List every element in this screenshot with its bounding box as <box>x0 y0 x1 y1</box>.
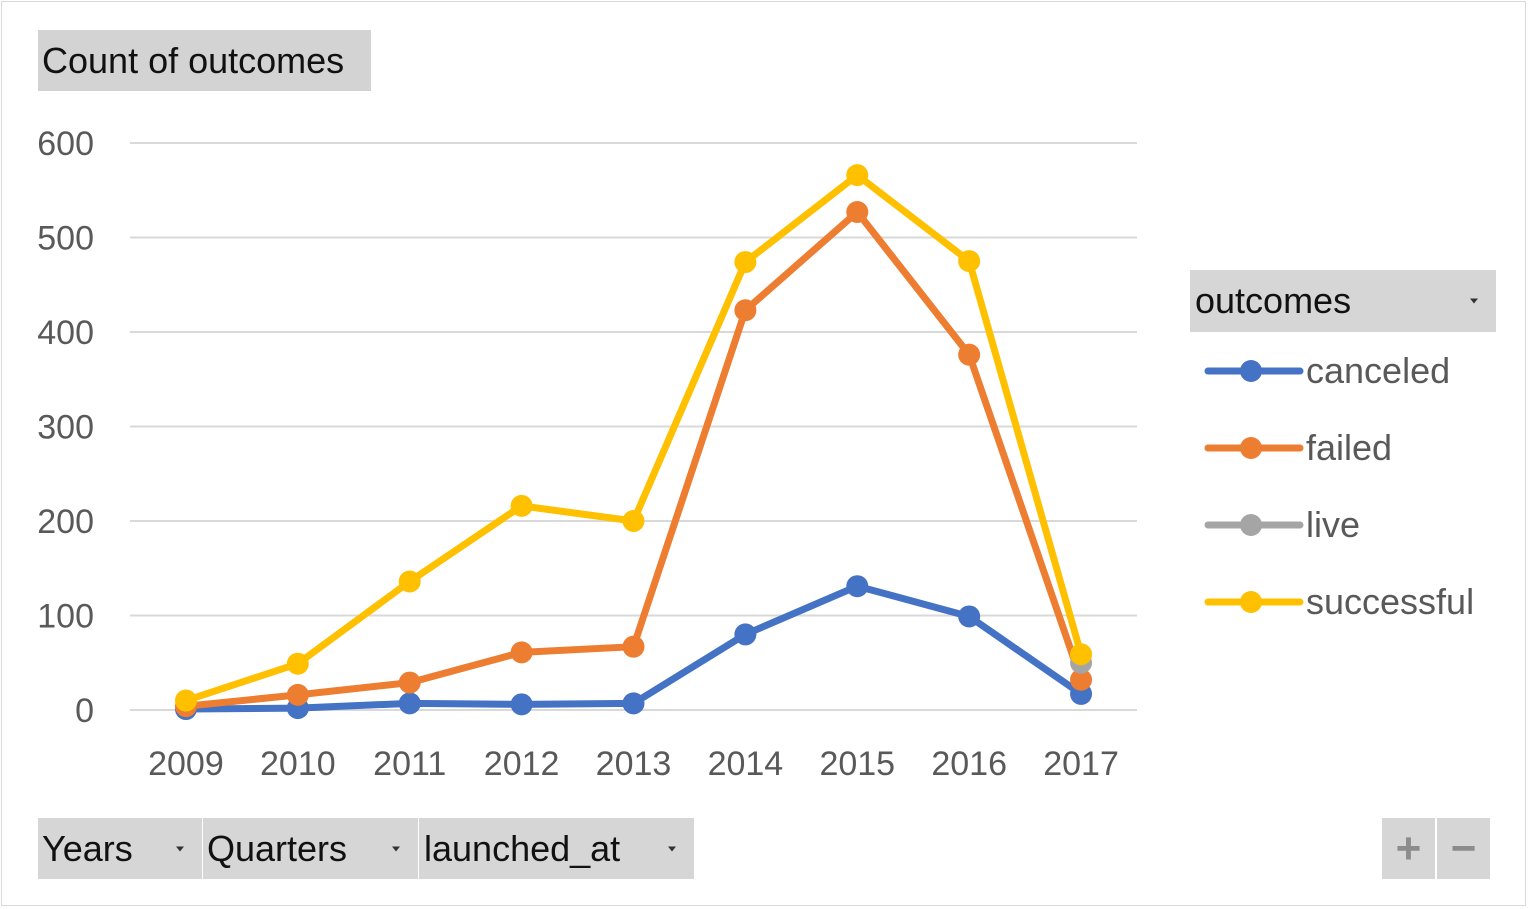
plus-icon: + <box>1395 823 1422 873</box>
data-point-canceled <box>846 575 869 598</box>
legend-marker-failed <box>1204 437 1304 459</box>
data-point-canceled <box>510 693 533 716</box>
y-tick-label: 100 <box>37 598 94 636</box>
legend-dot <box>1240 360 1262 382</box>
minus-icon: − <box>1450 823 1477 873</box>
data-point-failed <box>1070 668 1093 691</box>
x-tick-label: 2016 <box>931 745 1007 783</box>
data-point-failed <box>286 683 309 706</box>
y-tick-label: 0 <box>75 692 94 730</box>
dropdown-arrow-icon <box>1470 298 1478 304</box>
series-line-successful <box>182 171 1085 705</box>
x-axis-ticks: 2009 2010 2011 2012 2013 2014 2015 2016 2017 <box>148 745 1119 783</box>
legend-item-failed[interactable]: failed <box>1204 427 1393 468</box>
field-button-years[interactable]: Years <box>38 818 202 879</box>
field-label-quarters: Quarters <box>207 827 348 869</box>
data-point-failed <box>398 671 421 694</box>
legend-label: successful <box>1306 581 1475 622</box>
data-point-successful <box>1070 643 1093 666</box>
series-lines <box>182 171 1085 713</box>
y-axis-ticks: 0 100 200 300 400 500 600 <box>37 125 94 730</box>
legend-header-label: outcomes <box>1195 280 1352 321</box>
legend-marker-live <box>1204 514 1304 536</box>
x-tick-label: 2010 <box>260 745 336 783</box>
legend-marker-successful <box>1204 591 1304 613</box>
data-point-successful <box>286 652 309 675</box>
expand-field-button[interactable]: + <box>1382 818 1435 879</box>
x-tick-label: 2015 <box>819 745 895 783</box>
data-point-canceled <box>622 692 645 715</box>
data-point-successful <box>510 494 533 517</box>
legend-label: failed <box>1306 427 1393 468</box>
legend-dot <box>1240 591 1262 613</box>
data-point-successful <box>622 510 645 532</box>
data-point-successful <box>958 250 981 273</box>
legend-item-successful[interactable]: successful <box>1204 581 1475 622</box>
y-tick-label: 200 <box>37 503 94 541</box>
data-point-failed <box>510 641 533 664</box>
legend-dot <box>1240 514 1262 536</box>
legend-item-live[interactable]: live <box>1204 504 1361 545</box>
series-line-failed <box>182 208 1085 710</box>
x-tick-label: 2012 <box>484 745 560 783</box>
value-field-button[interactable]: Count of outcomes <box>38 30 371 91</box>
data-point-failed <box>846 200 869 223</box>
data-point-successful <box>846 164 869 187</box>
legend-label: live <box>1306 504 1361 545</box>
field-label-launched-at: launched_at <box>424 827 621 869</box>
value-field-label: Count of outcomes <box>42 39 345 81</box>
data-point-failed <box>622 635 645 658</box>
legend-item-canceled[interactable]: canceled <box>1204 350 1451 391</box>
data-point-canceled <box>958 605 981 628</box>
field-button-quarters[interactable]: Quarters <box>203 818 418 879</box>
data-point-successful <box>734 251 757 274</box>
data-point-failed <box>734 299 757 322</box>
data-point-canceled <box>398 692 421 715</box>
legend-label: canceled <box>1306 350 1451 391</box>
data-point-canceled <box>734 623 757 646</box>
x-tick-label: 2009 <box>148 745 224 783</box>
legend-filter-button[interactable]: outcomes <box>1190 270 1496 332</box>
x-tick-label: 2017 <box>1043 745 1119 783</box>
data-point-successful <box>174 689 197 712</box>
data-point-failed <box>958 343 981 366</box>
dropdown-arrow-icon <box>392 846 400 851</box>
data-point-successful <box>398 570 421 593</box>
dropdown-arrow-icon <box>176 846 184 851</box>
y-tick-label: 300 <box>37 409 94 447</box>
y-tick-label: 500 <box>37 220 94 258</box>
legend-marker-canceled <box>1204 360 1304 382</box>
collapse-field-button[interactable]: − <box>1437 818 1490 879</box>
x-tick-label: 2011 <box>373 745 446 783</box>
dropdown-arrow-icon <box>668 846 676 851</box>
x-tick-label: 2014 <box>708 745 784 783</box>
field-button-launched-at[interactable]: launched_at <box>419 818 694 879</box>
x-tick-label: 2013 <box>596 745 672 783</box>
field-label-years: Years <box>42 827 133 869</box>
legend-dot <box>1240 437 1262 459</box>
y-tick-label: 400 <box>37 314 94 352</box>
series-points <box>174 164 1093 721</box>
y-tick-label: 600 <box>37 125 94 163</box>
